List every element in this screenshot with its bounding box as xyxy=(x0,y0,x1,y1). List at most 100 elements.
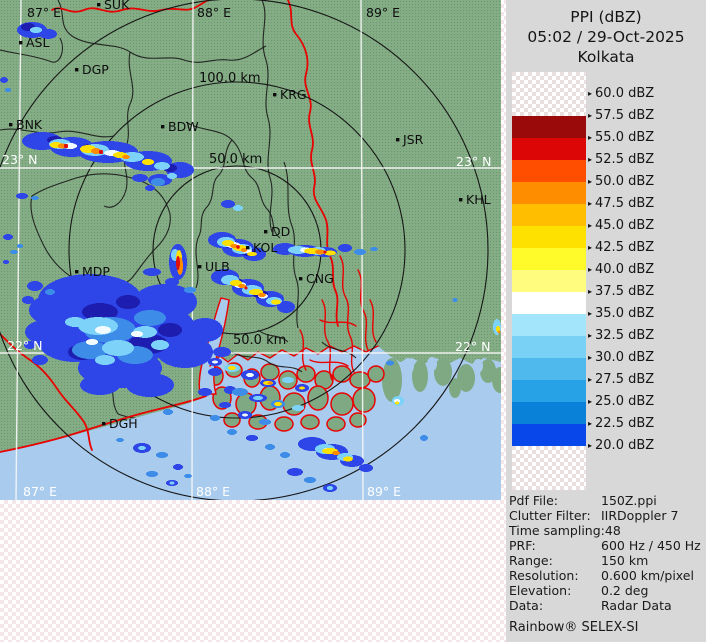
station-label: DGH xyxy=(109,416,138,431)
echo-coastal-cells xyxy=(208,358,309,425)
ring-label: 50.0 km xyxy=(233,333,286,348)
tick-arrow-icon: ▸ xyxy=(588,198,593,208)
tick-arrow-icon: ▸ xyxy=(588,220,593,230)
station-dot xyxy=(273,93,277,97)
legend-swatch xyxy=(512,423,586,446)
info-row: Range: 150 km xyxy=(509,553,705,568)
station-label: BNK xyxy=(16,117,43,132)
legend-tick: ▸ 35.0 dBZ xyxy=(588,306,654,322)
legend-swatch-checker xyxy=(512,445,586,490)
legend-swatch xyxy=(512,357,586,380)
lat-label: 22° N xyxy=(455,339,490,354)
station-dot xyxy=(161,125,165,129)
tick-arrow-icon: ▸ xyxy=(588,176,593,186)
panel-title: PPI (dBZ) 05:02 / 29-Oct-2025 Kolkata xyxy=(506,0,706,67)
info-key: Clutter Filter: xyxy=(509,508,591,523)
info-value: 600 Hz / 450 Hz xyxy=(601,538,701,553)
station-dot xyxy=(19,41,23,45)
station-dot xyxy=(97,3,101,7)
legend-swatch xyxy=(512,159,586,182)
tick-arrow-icon: ▸ xyxy=(588,396,593,406)
legend-tick: ▸ 32.5 dBZ xyxy=(588,328,654,344)
legend-swatch-checker xyxy=(512,72,586,116)
station-label: DD xyxy=(271,224,290,239)
info-key: Time sampling:48 xyxy=(509,523,621,538)
info-row: Data: Radar Data xyxy=(509,598,705,613)
legend-tick: ▸ 50.0 dBZ xyxy=(588,174,654,190)
legend-tick: ▸ 37.5 dBZ xyxy=(588,284,654,300)
legend-swatch xyxy=(512,225,586,248)
legend-swatch xyxy=(512,137,586,160)
tick-arrow-icon: ▸ xyxy=(588,286,593,296)
legend: ▸ 60.0 dBZ ▸ 57.5 dBZ ▸ 55.0 dBZ ▸ 52.5 dBZ ▸ 50.… xyxy=(506,0,706,500)
station-dot xyxy=(198,265,202,269)
legend-tick: ▸ 60.0 dBZ xyxy=(588,86,654,102)
info-value: 150Z.ppi xyxy=(601,493,657,508)
panel-title-line: 05:02 / 29-Oct-2025 xyxy=(527,28,685,46)
legend-tick: ▸ 40.0 dBZ xyxy=(588,262,654,278)
legend-swatch xyxy=(512,181,586,204)
tick-label: 52.5 dBZ xyxy=(595,152,655,167)
legend-swatch xyxy=(512,401,586,424)
info-value: Radar Data xyxy=(601,598,672,613)
tick-label: 35.0 dBZ xyxy=(595,306,655,321)
info-key: PRF: xyxy=(509,538,536,553)
hooghly-estuary xyxy=(198,297,230,395)
tick-arrow-icon: ▸ xyxy=(588,88,593,98)
tick-label: 57.5 dBZ xyxy=(595,108,655,123)
tick-label: 22.5 dBZ xyxy=(595,416,655,431)
tick-label: 30.0 dBZ xyxy=(595,350,655,365)
info-value: 0.2 deg xyxy=(601,583,649,598)
echo-east-band xyxy=(273,243,378,257)
tick-label: 60.0 dBZ xyxy=(595,86,655,101)
info-row: Elevation: 0.2 deg xyxy=(509,583,705,598)
lon-label-bottom: 87° E xyxy=(23,484,57,499)
info-row: Pdf File: 150Z.ppi xyxy=(509,493,705,508)
lat-label: 22° N xyxy=(7,338,42,353)
info-value: 0.600 km/pixel xyxy=(601,568,694,583)
legend-tick: ▸ 30.0 dBZ xyxy=(588,350,654,366)
tick-arrow-icon: ▸ xyxy=(588,440,593,450)
tick-label: 20.0 dBZ xyxy=(595,438,655,453)
tick-label: 40.0 dBZ xyxy=(595,262,655,277)
lat-label: 23° N xyxy=(2,152,37,167)
legend-tick: ▸ 22.5 dBZ xyxy=(588,416,654,432)
radar-echoes xyxy=(0,22,501,492)
panel-title-line: Kolkata xyxy=(577,48,635,66)
tick-label: 25.0 dBZ xyxy=(595,394,655,409)
info-value: 150 km xyxy=(601,553,649,568)
station-dot xyxy=(246,246,250,250)
info-key: Elevation: xyxy=(509,583,572,598)
tick-arrow-icon: ▸ xyxy=(588,418,593,428)
echo-sw-band xyxy=(211,269,295,313)
ring-label: 50.0 km xyxy=(209,152,262,167)
echo-nw-band xyxy=(22,132,194,191)
latlon-grid xyxy=(0,0,501,500)
lon-label-top: 88° E xyxy=(197,5,231,20)
station-label: KHL xyxy=(466,192,491,207)
info-panel: Pdf File: 150Z.ppi Clutter Filter: IIRDoppl… xyxy=(509,493,705,613)
legend-tick: ▸ 20.0 dBZ xyxy=(588,438,654,454)
legend-tick: ▸ 25.0 dBZ xyxy=(588,394,654,410)
lon-label-bottom: 89° E xyxy=(367,484,401,499)
echo-east-tiny xyxy=(386,298,501,441)
station-label: MDP xyxy=(82,264,110,279)
legend-tick: ▸ 45.0 dBZ xyxy=(588,218,654,234)
tick-label: 47.5 dBZ xyxy=(595,196,655,211)
legend-swatch xyxy=(512,115,586,138)
tick-label: 55.0 dBZ xyxy=(595,130,655,145)
legend-swatch xyxy=(512,269,586,292)
tick-arrow-icon: ▸ xyxy=(588,352,593,362)
echo-west-streak xyxy=(169,244,187,280)
legend-swatch xyxy=(512,379,586,402)
tick-label: 27.5 dBZ xyxy=(595,372,655,387)
station-label: DGP xyxy=(82,62,109,77)
tick-arrow-icon: ▸ xyxy=(588,374,593,384)
legend-swatch xyxy=(512,247,586,270)
legend-swatch xyxy=(512,203,586,226)
station-label: ASL xyxy=(26,35,49,50)
lat-label: 23° N xyxy=(456,154,491,169)
tick-arrow-icon: ▸ xyxy=(588,242,593,252)
tick-label: 42.5 dBZ xyxy=(595,240,655,255)
